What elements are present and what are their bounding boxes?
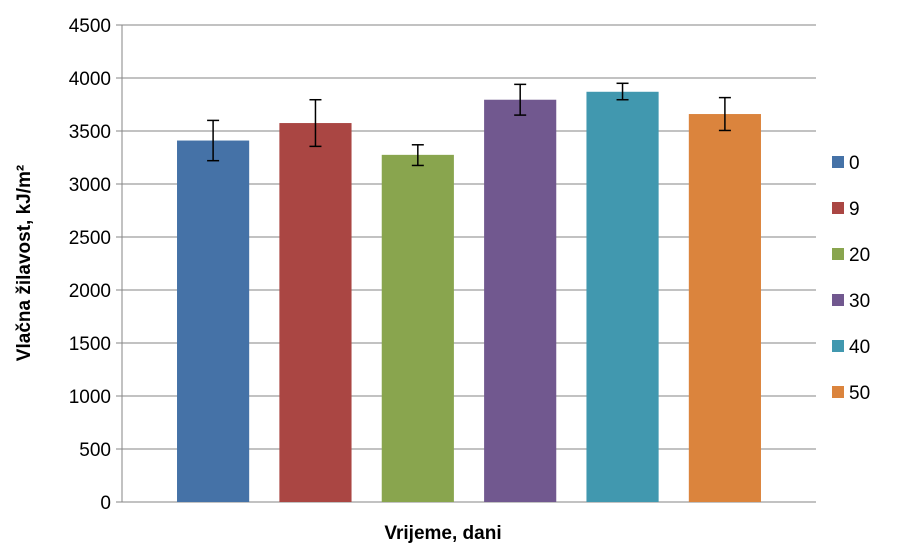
x-axis-title: Vrijeme, dani xyxy=(384,523,501,544)
bar xyxy=(586,91,659,502)
legend-swatch xyxy=(832,156,844,168)
legend-swatch xyxy=(832,202,844,214)
legend-label: 9 xyxy=(849,199,860,220)
bar xyxy=(279,123,352,503)
y-tick-label: 0 xyxy=(100,493,111,514)
y-tick-label: 3000 xyxy=(69,175,111,196)
y-tick-label: 3500 xyxy=(69,122,111,143)
legend-label: 40 xyxy=(849,337,870,358)
y-tick-label: 500 xyxy=(79,440,111,461)
legend-swatch xyxy=(832,386,844,398)
y-tick-label: 1000 xyxy=(69,387,111,408)
error-bars xyxy=(207,82,731,167)
legend: 0 9 20 30 40 50 xyxy=(832,153,870,404)
legend-swatch xyxy=(832,248,844,260)
bars xyxy=(177,91,761,503)
bar xyxy=(484,99,557,502)
legend-swatch xyxy=(832,294,844,306)
y-tick-label: 2000 xyxy=(69,281,111,302)
legend-label: 30 xyxy=(849,291,870,312)
legend-label: 20 xyxy=(849,245,870,266)
y-axis-title: Vlačna žilavost, kJ/m² xyxy=(14,165,35,361)
bar xyxy=(688,114,761,502)
y-tick-label: 1500 xyxy=(69,334,111,355)
y-tick-label: 4500 xyxy=(69,16,111,37)
legend-swatch xyxy=(832,340,844,352)
y-tick-label: 2500 xyxy=(69,228,111,249)
bar xyxy=(381,154,454,502)
bar xyxy=(177,140,250,503)
legend-label: 50 xyxy=(849,383,870,404)
legend-label: 0 xyxy=(849,153,860,174)
y-tick-label: 4000 xyxy=(69,69,111,90)
y-axis: 0 500 1000 1500 2000 2500 3000 3500 4000 4500 xyxy=(69,16,816,514)
